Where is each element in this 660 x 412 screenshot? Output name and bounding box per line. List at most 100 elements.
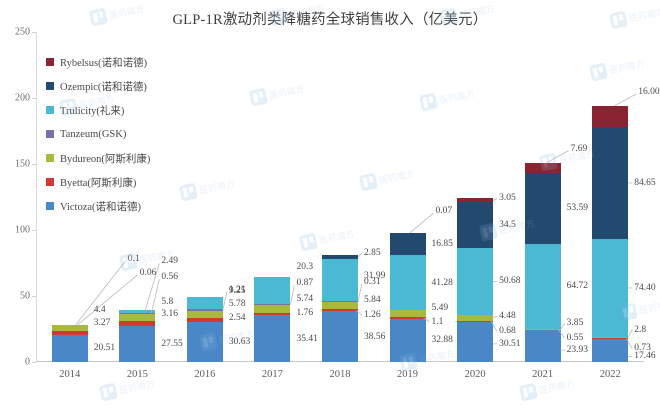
bar-segment[interactable]: [321, 255, 358, 260]
x-axis-label: 2021: [532, 369, 554, 380]
bar-segment[interactable]: [254, 305, 291, 313]
value-label-ozempic-2019: 16.85: [431, 239, 453, 250]
bar-segment[interactable]: [524, 329, 561, 331]
stacked-bar[interactable]: [524, 162, 561, 362]
value-label-bydureon-2017: 5.74: [296, 294, 314, 305]
bar-segment[interactable]: [119, 313, 156, 322]
bar-segment[interactable]: [457, 314, 494, 321]
value-label-bydureon-2016: 5.78: [228, 299, 246, 310]
bar-segment[interactable]: [524, 162, 561, 173]
value-label-victoza-2022: 17.46: [634, 351, 656, 362]
legend-item[interactable]: Ozempic(诺和诺德): [46, 74, 150, 98]
bar-segment[interactable]: [254, 315, 291, 362]
bar-segment[interactable]: [592, 338, 629, 362]
bar-segment[interactable]: [119, 325, 156, 362]
value-label-bydureon-2015: 5.8: [161, 296, 174, 307]
bar-segment[interactable]: [389, 317, 426, 319]
value-label-trulicity-2021: 64.72: [566, 281, 589, 292]
legend-item[interactable]: Byetta(阿斯利康): [46, 170, 150, 194]
bar-segment[interactable]: [457, 202, 494, 248]
bar-segment[interactable]: [321, 311, 358, 362]
bar-segment[interactable]: [254, 304, 291, 306]
bar-segment[interactable]: [592, 238, 629, 338]
stacked-bar[interactable]: [186, 296, 223, 362]
bar-segment[interactable]: [186, 296, 223, 309]
legend-item[interactable]: Rybelsus(诺和诺德): [46, 50, 150, 74]
value-label-byetta-2016: 2.54: [228, 312, 246, 323]
bar-group[interactable]: 2022: [576, 32, 644, 380]
legend-swatch-icon: [46, 178, 54, 186]
stacked-bar[interactable]: [254, 277, 291, 362]
value-label-byetta-2020: 0.68: [499, 326, 516, 337]
y-axis-tick: [32, 98, 36, 99]
legend-item-label: Bydureon(阿斯利康): [60, 153, 151, 165]
bar-segment[interactable]: [524, 328, 561, 330]
bar-segment[interactable]: [457, 321, 494, 362]
bar-segment[interactable]: [186, 321, 223, 362]
stacked-bar[interactable]: [119, 309, 156, 362]
value-label-bydureon-2014: 4.4: [93, 304, 106, 315]
bar-group[interactable]: 2018: [306, 32, 374, 380]
stacked-bar[interactable]: [51, 324, 88, 362]
bar-segment[interactable]: [389, 318, 426, 362]
stacked-bar[interactable]: [321, 255, 358, 362]
bar-segment[interactable]: [186, 308, 223, 311]
legend-item-label: Rybelsus(诺和诺德): [60, 57, 148, 69]
bar-segment[interactable]: [524, 330, 561, 362]
value-label-victoza-2020: 30.51: [499, 338, 521, 349]
legend-item-label: Tanzeum(GSK): [60, 128, 127, 140]
bar-segment[interactable]: [254, 277, 291, 305]
bar-segment[interactable]: [457, 320, 494, 322]
bar-segment[interactable]: [592, 127, 629, 239]
bar-segment[interactable]: [457, 248, 494, 315]
bar-segment[interactable]: [321, 301, 358, 310]
bar-segment[interactable]: [524, 243, 561, 329]
value-label-victoza-2016: 30.63: [228, 336, 251, 347]
watermark-logo-icon: [518, 382, 538, 402]
stacked-bar[interactable]: [457, 198, 494, 362]
value-label-ozempic-2020: 34.5: [499, 220, 516, 231]
legend-item[interactable]: Bydureon(阿斯利康): [46, 146, 150, 170]
bar-group[interactable]: 2019: [374, 32, 442, 380]
x-axis-label: 2020: [464, 369, 486, 380]
bar-segment[interactable]: [321, 309, 358, 312]
stacked-bar[interactable]: [389, 233, 426, 362]
value-label-trulicity-2020: 50.68: [499, 276, 521, 287]
bar-group[interactable]: 2014: [36, 32, 104, 380]
legend-item[interactable]: Trulicity(礼来): [46, 98, 150, 122]
x-axis-label: 2022: [599, 369, 621, 380]
value-label-rybelsus-2020: 3.05: [499, 193, 516, 204]
bar-segment[interactable]: [389, 309, 426, 318]
bar-segment[interactable]: [389, 255, 426, 310]
bar-segment[interactable]: [321, 259, 358, 302]
bar-segment[interactable]: [51, 330, 88, 335]
legend-item[interactable]: Tanzeum(GSK): [46, 122, 150, 146]
bar-group[interactable]: 2016: [171, 32, 239, 380]
bar-segment[interactable]: [592, 337, 629, 339]
bar-group[interactable]: 2017: [239, 32, 307, 380]
value-label-tanzeum-2022: 2.8: [634, 324, 647, 335]
value-label-bydureon-2021: 3.85: [566, 318, 584, 329]
x-axis-label: 2019: [397, 369, 419, 380]
y-axis-tick: [32, 230, 36, 231]
bar-segment[interactable]: [186, 310, 223, 319]
value-label-trulicity-2016: 9.25: [228, 285, 246, 296]
bar-segment[interactable]: [254, 312, 291, 316]
stacked-bar[interactable]: [592, 105, 629, 362]
x-axis-label: 2015: [126, 369, 148, 380]
bar-segment[interactable]: [51, 324, 88, 331]
bar-segment[interactable]: [592, 337, 629, 338]
y-axis-line: [36, 32, 37, 362]
legend-item[interactable]: Victoza(诺和诺德): [46, 194, 150, 218]
bar-segment[interactable]: [457, 198, 494, 203]
bar-segment[interactable]: [592, 105, 629, 128]
bar-segment[interactable]: [389, 233, 426, 256]
plot-area: 0 50 100 150 200 250 2014 2015 2016 2017 2018 2019…: [15, 27, 660, 381]
bar-segment[interactable]: [186, 318, 223, 322]
bar-group[interactable]: 2020: [441, 32, 509, 380]
bar-segment[interactable]: [51, 334, 88, 362]
bar-segment[interactable]: [524, 172, 561, 244]
bar-group[interactable]: 2021: [509, 32, 577, 380]
value-label-tanzeum-2018: 0.31: [364, 276, 381, 287]
y-axis-label: 250: [15, 26, 30, 38]
